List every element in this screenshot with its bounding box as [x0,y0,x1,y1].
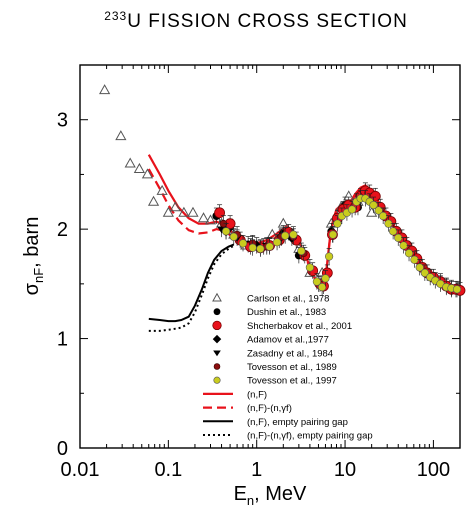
data-point [325,252,334,261]
data-point [256,244,265,253]
legend: Carlson et al., 1978 Dushin et al., 1983 S… [203,292,373,442]
legend-label: Shcherbakov et al., 2001 [247,321,352,332]
data-point [374,206,383,215]
data-point [214,207,225,219]
data-point [147,195,160,206]
data-point [318,283,327,292]
data-point [169,201,181,212]
data-point [221,227,231,236]
experimental-data [99,84,466,299]
data-point [410,255,419,264]
x-tick-label: 0.01 [61,459,100,481]
data-point [238,239,248,248]
data-point [312,277,321,286]
legend-label: Zasadny et al., 1984 [247,348,333,359]
x-axis-label-main: E [234,483,247,505]
data-point [399,241,408,250]
y-axis: 0 1 2 3 [57,64,460,460]
y-axis-label: σnF, barn [21,217,46,296]
data-point [394,233,403,242]
legend-label: Tovesson et al., 1989 [247,362,337,373]
chart-title: 233U FISSION CROSS SECTION [104,9,408,32]
x-tick-label: 10 [334,459,356,481]
legend-label: (n,F)-(n,γf), empty pairing gap [247,431,373,442]
data-point [328,230,338,239]
data-point [281,231,290,240]
x-axis-label-sub: n [247,493,254,508]
legend-symbol [212,334,222,344]
data-point [452,285,462,294]
x-tick-label: 1 [251,459,262,481]
legend-label: Tovesson et al., 1997 [247,376,337,387]
title-text: U FISSION CROSS SECTION [127,11,408,32]
data-point [369,200,378,210]
legend-label: Carlson et al., 1978 [247,294,329,305]
series-line [147,154,461,290]
legend-symbol [212,320,222,331]
data-point [248,243,257,252]
legend-label: Adamov et al.,1977 [247,335,329,346]
legend-symbol [213,350,221,357]
data-point [415,263,424,272]
legend-symbol [213,376,221,384]
data-point [420,268,429,278]
x-tick-label: 100 [417,459,450,481]
data-point [297,246,306,256]
series-line [148,243,235,323]
title-superscript: 233 [104,9,127,23]
y-tick-label: 1 [57,329,68,351]
series-line [148,244,235,332]
data-point [162,206,174,217]
data-point [366,206,378,217]
data-point [379,211,388,221]
data-point [115,130,127,141]
x-axis: 0.01 0.1 1 10 100 [61,65,461,481]
y-axis-label-sub: nF [31,268,46,283]
y-tick-label: 2 [57,219,68,241]
data-point [333,219,342,228]
data-point [204,214,217,225]
data-point [289,230,298,239]
x-axis-label: En, MeV [234,483,307,508]
legend-label: (n,F) [247,389,267,400]
data-point [265,242,274,251]
y-tick-label: 3 [57,110,68,132]
data-point [197,212,210,223]
data-point [266,228,278,239]
legend-symbol [213,363,221,370]
y-tick-label: 0 [57,438,68,460]
data-point [133,162,145,173]
x-axis-label-rest: , MeV [254,483,307,505]
y-axis-label-main: σ [21,282,43,295]
data-point [124,157,136,168]
x-tick-label: 0.1 [154,459,182,481]
legend-label: Dushin et al., 1983 [247,307,326,318]
legend-label: (n,F), empty pairing gap [247,417,348,428]
data-point [369,190,381,202]
data-point [389,227,398,236]
data-point [141,168,154,179]
legend-symbol [213,308,221,316]
data-point [305,263,314,272]
data-point [156,184,168,195]
data-point [321,274,330,283]
data-point [347,205,357,214]
data-point [187,206,199,217]
y-axis-label-rest: , barn [21,217,43,268]
data-point [99,84,111,95]
series-line [147,168,461,291]
data-point [404,249,414,258]
plot-frame [79,64,461,449]
data-point [178,206,190,217]
legend-symbol [212,292,222,302]
legend-label: (n,F)-(n,γf) [247,403,292,414]
data-point [229,232,238,241]
data-point [272,238,282,247]
